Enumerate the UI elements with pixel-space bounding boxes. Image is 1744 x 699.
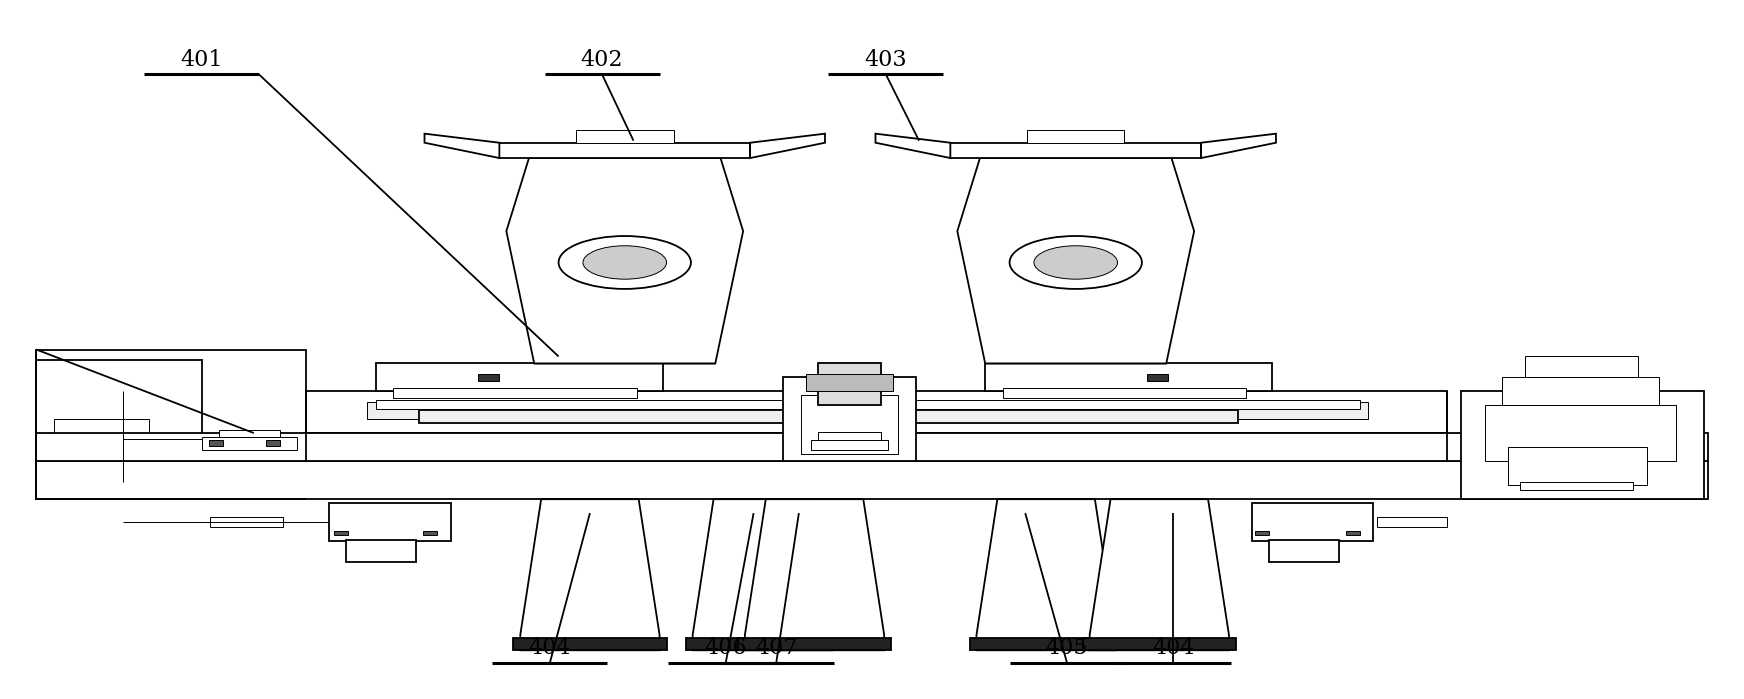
Circle shape — [1010, 236, 1142, 289]
Bar — [375, 363, 663, 391]
Circle shape — [1034, 246, 1118, 279]
Polygon shape — [1202, 134, 1277, 158]
Bar — [818, 363, 881, 405]
Bar — [54, 419, 150, 482]
Polygon shape — [37, 350, 307, 499]
Polygon shape — [875, 134, 950, 158]
Bar — [499, 143, 750, 158]
Bar — [333, 531, 347, 535]
Polygon shape — [520, 499, 659, 650]
Bar — [806, 374, 893, 391]
Text: 406: 406 — [705, 637, 746, 659]
Bar — [307, 391, 1446, 433]
Bar — [783, 377, 916, 461]
Bar — [392, 388, 637, 398]
Bar — [513, 637, 666, 650]
Bar — [37, 433, 1707, 461]
Bar — [1519, 482, 1632, 490]
Bar — [576, 130, 673, 143]
Bar — [267, 440, 281, 445]
Bar — [37, 360, 202, 499]
Bar — [328, 503, 450, 541]
Bar — [202, 437, 298, 450]
Bar — [863, 410, 1238, 423]
Bar — [1460, 391, 1704, 499]
Circle shape — [582, 246, 666, 279]
Bar — [1256, 531, 1270, 535]
Polygon shape — [1090, 499, 1230, 650]
Bar — [1507, 447, 1646, 485]
Bar — [37, 461, 1707, 499]
Bar — [738, 637, 891, 650]
Bar — [478, 374, 499, 381]
Polygon shape — [750, 134, 825, 158]
Text: 405: 405 — [1046, 637, 1088, 659]
Bar — [1378, 517, 1446, 527]
Bar — [1003, 388, 1247, 398]
Text: 404: 404 — [1153, 637, 1195, 659]
Bar — [375, 401, 1360, 409]
Bar — [220, 430, 281, 437]
Bar — [1270, 540, 1339, 562]
Bar — [1484, 405, 1676, 461]
Bar — [970, 637, 1123, 650]
Text: 407: 407 — [755, 637, 797, 659]
Text: 402: 402 — [581, 49, 623, 71]
Polygon shape — [506, 158, 743, 363]
Text: 404: 404 — [528, 637, 570, 659]
Bar — [419, 410, 794, 423]
Polygon shape — [745, 499, 884, 650]
Polygon shape — [977, 499, 1116, 650]
Bar — [1027, 130, 1125, 143]
Bar — [345, 540, 415, 562]
Bar — [1083, 637, 1236, 650]
Bar — [800, 395, 898, 454]
Polygon shape — [985, 325, 1167, 363]
Polygon shape — [692, 499, 832, 650]
Bar — [811, 440, 888, 450]
Bar — [1252, 503, 1374, 541]
Text: 401: 401 — [180, 49, 223, 71]
Bar — [950, 143, 1202, 158]
Bar — [985, 363, 1273, 391]
Bar — [422, 531, 436, 535]
Bar — [211, 517, 284, 527]
Bar — [685, 637, 839, 650]
Polygon shape — [534, 325, 715, 363]
Bar — [307, 433, 1446, 461]
Bar — [1148, 374, 1168, 381]
Bar — [1524, 356, 1638, 377]
Bar — [366, 402, 1369, 419]
Polygon shape — [424, 134, 499, 158]
Text: 403: 403 — [865, 49, 907, 71]
Bar — [1346, 531, 1360, 535]
Polygon shape — [957, 158, 1195, 363]
Circle shape — [558, 236, 691, 289]
Bar — [209, 440, 223, 445]
Bar — [1502, 377, 1659, 405]
Bar — [818, 432, 881, 440]
